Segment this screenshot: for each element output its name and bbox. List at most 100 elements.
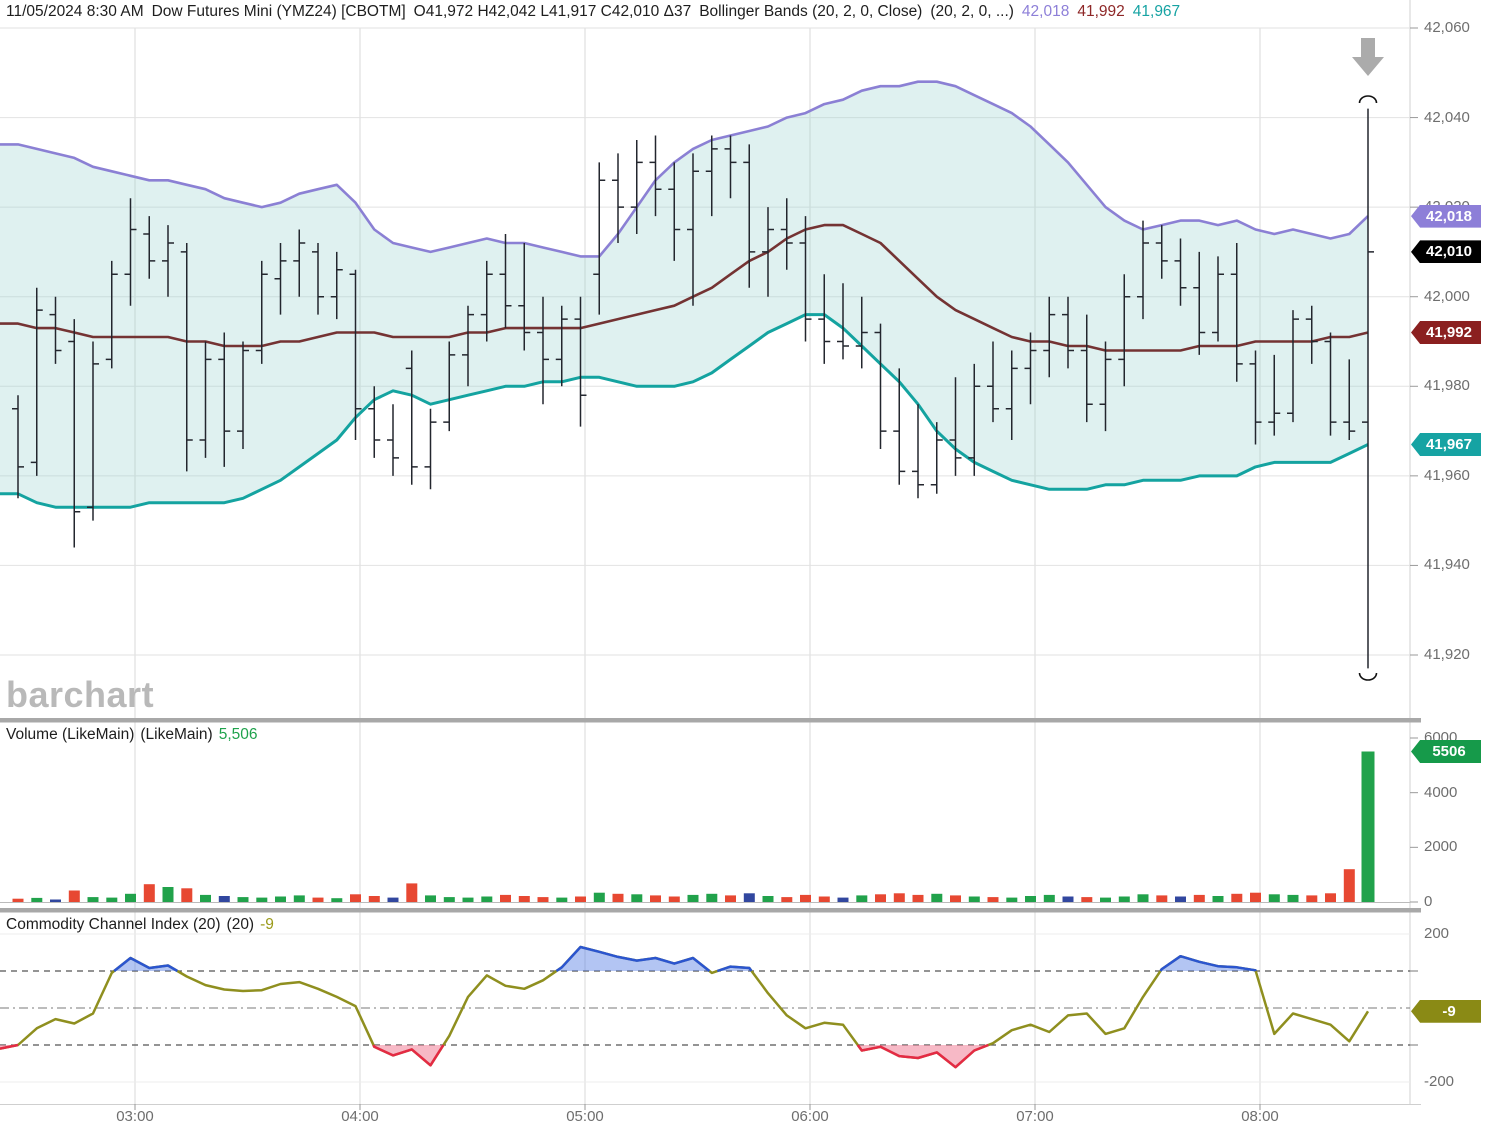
volume-bar <box>687 894 699 902</box>
x-axis-label: 08:00 <box>1241 1108 1279 1125</box>
header-ohlc: O41,972 H42,042 L41,917 C42,010 Δ37 <box>413 3 692 20</box>
cci-overbought-line <box>113 956 179 973</box>
volume-bar <box>1193 894 1205 902</box>
last-bar-top-marker <box>1358 95 1378 104</box>
volume-bar <box>406 883 418 902</box>
volume-bar <box>668 896 680 902</box>
cci-overbought-fill <box>114 958 178 971</box>
volume-panel-title[interactable]: Volume (LikeMain) (LikeMain) 5,506 <box>6 726 264 744</box>
volume-bar <box>31 897 43 902</box>
header-symbol: Dow Futures Mini (YMZ24) [CBOTM] <box>151 3 406 20</box>
volume-bar <box>818 896 830 902</box>
cci-title-params: (20) <box>226 916 255 933</box>
x-axis-label: 06:00 <box>791 1108 829 1125</box>
volume-bar <box>1043 894 1055 902</box>
volume-bar <box>556 897 568 902</box>
volume-bar <box>143 884 155 902</box>
volume-bar <box>50 899 61 902</box>
volume-bar <box>387 897 399 902</box>
barchart-logo: barchart <box>6 674 155 715</box>
volume-bar <box>968 896 980 902</box>
price-axis-label: 41,980 <box>1424 377 1470 395</box>
volume-bar <box>1118 896 1130 902</box>
volume-bar <box>12 898 24 902</box>
header-upper-band-value: 42,018 <box>1021 3 1070 20</box>
volume-bar <box>893 893 905 902</box>
volume-bar <box>1137 894 1149 902</box>
cci-overbought-line <box>555 945 711 973</box>
panel-separator <box>0 908 1421 913</box>
volume-bar <box>1175 896 1186 902</box>
volume-bar <box>237 897 249 902</box>
volume-bar <box>706 893 718 902</box>
volume-bar <box>256 897 268 902</box>
volume-axis-label: 2000 <box>1424 838 1458 856</box>
volume-bar <box>912 894 924 902</box>
middle-band-badge: 41,992 <box>1411 321 1481 344</box>
header-study-params[interactable]: (20, 2, 0, ...) <box>930 3 1014 20</box>
volume-bar <box>743 893 755 902</box>
cci-oversold-line <box>372 1044 445 1067</box>
header-datetime: 11/05/2024 8:30 AM <box>6 3 144 20</box>
volume-bar <box>950 895 961 902</box>
volume-bar <box>650 895 661 902</box>
header-study-name[interactable]: Bollinger Bands (20, 2, 0, Close) <box>699 3 923 20</box>
volume-bar <box>443 897 455 902</box>
volume-bar <box>1100 897 1111 902</box>
cci-axis-label: 200 <box>1424 925 1450 942</box>
volume-title-value: 5,506 <box>218 726 258 743</box>
volume-bar <box>1062 896 1074 902</box>
volume-bar <box>425 895 436 902</box>
upper-band-badge: 42,018 <box>1411 204 1481 228</box>
volume-bar <box>762 896 774 902</box>
bollinger-lower-line <box>0 313 1369 509</box>
volume-bar <box>462 897 474 902</box>
volume-bar <box>275 896 286 902</box>
price-axis-label: 42,060 <box>1424 19 1470 36</box>
price-axis-label: 41,960 <box>1424 466 1470 484</box>
volume-bar <box>1231 893 1243 902</box>
cci-oversold-line <box>856 1043 989 1069</box>
volume-bar <box>481 896 493 902</box>
volume-bar <box>218 896 230 902</box>
volume-bar <box>800 894 811 902</box>
cci-oversold-line <box>0 1043 19 1050</box>
cci-overbought-line <box>716 965 753 973</box>
cci-badge: -9 <box>1411 999 1481 1023</box>
volume-bar <box>1006 897 1018 902</box>
volume-bar <box>368 896 380 902</box>
volume-bar <box>593 892 605 902</box>
panel-separator <box>0 718 1421 723</box>
volume-bar <box>1343 869 1355 902</box>
volume-bar <box>1212 896 1224 902</box>
volume-bar <box>106 897 118 902</box>
scroll-to-latest-arrow-icon[interactable] <box>1352 38 1384 76</box>
volume-axis-label: 4000 <box>1424 783 1458 801</box>
price-axis-label: 42,000 <box>1424 287 1470 305</box>
price-axis-label: 41,940 <box>1424 556 1470 574</box>
volume-bar <box>518 896 530 902</box>
volume-bar <box>856 895 868 902</box>
volume-bar <box>1287 894 1299 902</box>
cci-panel-title[interactable]: Commodity Channel Index (20) (20) -9 <box>6 916 280 934</box>
volume-bar <box>781 897 793 902</box>
volume-bar <box>500 894 511 902</box>
volume-bar <box>987 897 999 902</box>
volume-bar <box>331 898 343 902</box>
bollinger-upper-line <box>0 80 1369 258</box>
volume-bar <box>350 894 361 902</box>
cci-axis-label: -200 <box>1424 1073 1455 1090</box>
volume-title-label: Volume (LikeMain) <box>6 726 135 743</box>
volume-bar <box>1325 893 1336 902</box>
volume-bar <box>1268 894 1280 902</box>
x-axis-label: 07:00 <box>1016 1108 1054 1125</box>
volume-bar <box>200 894 211 902</box>
last-price-badge: 42,010 <box>1411 240 1481 264</box>
volume-bar <box>537 897 549 902</box>
x-axis-label: 05:00 <box>566 1108 604 1125</box>
volume-bar <box>875 894 886 902</box>
volume-bar <box>1361 751 1375 902</box>
x-axis-label: 04:00 <box>341 1108 379 1125</box>
header-middle-band-value: 41,992 <box>1077 3 1125 20</box>
